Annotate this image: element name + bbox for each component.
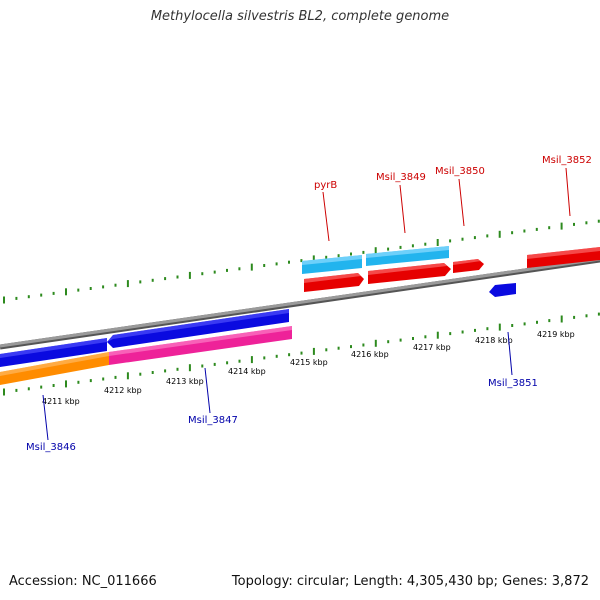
gene-label-msil3849: Msil_3849 [376,172,426,183]
leader-line-msil3851 [507,331,513,376]
tick-label-4212: 4212 kbp [104,386,142,395]
leader-line-msil3850 [458,178,465,227]
leader-line-pyrB [322,191,330,242]
gene-feature-msil3851[interactable] [489,283,516,297]
tick-label-4217: 4217 kbp [413,343,451,352]
tick-label-4215: 4215 kbp [290,358,328,367]
outer-tick-track [3,219,600,304]
gene-label-pyrB: pyrB [314,180,337,191]
map-title: Methylocella silvestris BL2, complete ge… [150,9,450,24]
tick-label-4218: 4218 kbp [475,336,513,345]
leader-line-msil3846 [42,394,49,441]
gene-feature-msil3849[interactable] [368,263,451,284]
inner-tick-track [3,312,600,396]
leader-line-msil3847 [204,367,211,414]
tick-label-4216: 4216 kbp [351,350,389,359]
gene-label-msil3846: Msil_3846 [26,442,76,453]
gene-label-msil3852: Msil_3852 [542,155,592,166]
gene-label-msil3847: Msil_3847 [188,415,238,426]
leader-line-msil3849 [399,184,406,234]
tick-label-4211: 4211 kbp [42,397,80,406]
accession-text: Accession: NC_011666 [9,574,157,589]
tick-label-4219: 4219 kbp [537,330,575,339]
leader-line-msil3852 [565,167,571,217]
tick-label-4214: 4214 kbp [228,367,266,376]
genome-stats-text: Topology: circular; Length: 4,305,430 bp… [231,574,589,589]
gene-label-msil3850: Msil_3850 [435,166,485,177]
gene-label-msil3851: Msil_3851 [488,378,538,389]
tick-label-4213: 4213 kbp [166,377,204,386]
